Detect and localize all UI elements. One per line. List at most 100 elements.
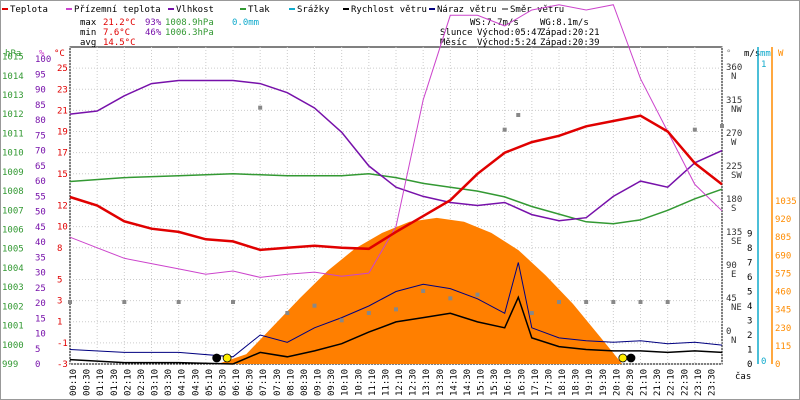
x-tick-label: 19:10 bbox=[585, 369, 595, 396]
humidity-tick: 20 bbox=[35, 299, 46, 309]
humidity-tick: 90 bbox=[35, 86, 46, 96]
humidity-tick: 40 bbox=[35, 238, 46, 248]
legend-label: Srážky bbox=[297, 5, 330, 15]
wind-direction-point bbox=[122, 300, 127, 304]
x-tick-label: 12:10 bbox=[395, 369, 405, 396]
pressure-tick: 1011 bbox=[2, 129, 24, 139]
wind-direction-point bbox=[448, 296, 453, 301]
humidity-tick: 30 bbox=[35, 269, 46, 279]
sunrise-info: Východ:05:47 bbox=[477, 28, 542, 38]
solar-tick: 345 bbox=[775, 306, 791, 316]
wind-direction-point bbox=[258, 105, 263, 110]
x-tick-label: 01:10 bbox=[96, 369, 106, 396]
legend-label: Náraz větru bbox=[437, 5, 497, 15]
solar-tick: 115 bbox=[775, 342, 791, 352]
stats-press: 1006.3hPa bbox=[165, 28, 214, 38]
temperature-tick: 10 bbox=[57, 223, 68, 233]
stats-rain: 0.0mm bbox=[232, 18, 259, 28]
x-tick-label: 20:10 bbox=[612, 369, 622, 396]
x-tick-label: 00:10 bbox=[69, 369, 79, 396]
sunset-marker bbox=[618, 353, 628, 363]
humidity-tick: 0 bbox=[35, 360, 40, 370]
humidity-tick: 10 bbox=[35, 330, 46, 340]
wind-tick: 4 bbox=[747, 302, 752, 312]
solar-tick: 230 bbox=[775, 324, 791, 334]
solar-unit: W bbox=[778, 49, 784, 59]
stats-temp: 7.6°C bbox=[103, 28, 130, 38]
direction-label: N bbox=[731, 72, 736, 82]
x-tick-label: 22:30 bbox=[680, 369, 690, 396]
temperature-tick: 21 bbox=[57, 106, 68, 116]
humidity-tick: 35 bbox=[35, 253, 46, 263]
direction-tick: 135 bbox=[726, 228, 742, 238]
legend-label: Tlak bbox=[248, 5, 270, 15]
x-tick-label: 18:30 bbox=[572, 369, 582, 396]
solar-tick: 1035 bbox=[775, 197, 797, 207]
humidity-tick: 60 bbox=[35, 177, 46, 187]
direction-tick: 180 bbox=[726, 195, 742, 205]
pressure-tick: 999 bbox=[2, 360, 18, 370]
x-tick-label: 15:30 bbox=[490, 369, 500, 396]
stats-temp: 14.5°C bbox=[103, 38, 136, 48]
x-tick-label: 06:30 bbox=[246, 369, 256, 396]
stats-press: 1008.9hPa bbox=[165, 18, 214, 28]
temperature-tick: -1 bbox=[57, 339, 68, 349]
direction-label: SE bbox=[731, 237, 742, 247]
wind-direction-point bbox=[720, 124, 724, 128]
moon-label: Měsíc bbox=[440, 38, 467, 48]
solar-tick: 920 bbox=[775, 215, 791, 225]
wind-direction-point bbox=[68, 300, 72, 304]
x-tick-label: 23:30 bbox=[707, 369, 717, 396]
wind-direction-point bbox=[285, 311, 290, 315]
pressure-tick: 1013 bbox=[2, 91, 24, 101]
stats-hum: 93% bbox=[145, 18, 162, 28]
x-axis-label: čas bbox=[735, 371, 751, 382]
x-tick-label: 05:30 bbox=[218, 369, 228, 396]
x-tick-label: 13:10 bbox=[422, 369, 432, 396]
temperature-tick: 17 bbox=[57, 149, 68, 159]
wind-direction-point bbox=[665, 300, 670, 304]
humidity-tick: 100 bbox=[35, 55, 51, 65]
wind-direction-point bbox=[366, 311, 371, 315]
x-tick-label: 15:10 bbox=[477, 369, 487, 396]
humidity-tick: 55 bbox=[35, 192, 46, 202]
humidity-tick: 85 bbox=[35, 101, 46, 111]
temperature-tick: 8 bbox=[57, 244, 62, 254]
x-tick-label: 07:30 bbox=[273, 369, 283, 396]
legend-label: Rychlost větru bbox=[351, 5, 427, 15]
x-tick-label: 08:30 bbox=[300, 369, 310, 396]
direction-tick: 90 bbox=[726, 261, 737, 271]
direction-label: NE bbox=[731, 303, 742, 313]
series-pressure bbox=[69, 173, 723, 225]
direction-label: NW bbox=[731, 105, 742, 115]
humidity-tick: 70 bbox=[35, 147, 46, 157]
humidity-tick: 65 bbox=[35, 162, 46, 172]
wind-tick: 6 bbox=[747, 273, 752, 283]
wind-direction-point bbox=[312, 303, 317, 308]
pressure-tick: 1004 bbox=[2, 264, 24, 274]
x-tick-label: 10:10 bbox=[341, 369, 351, 396]
solar-tick: 805 bbox=[775, 233, 791, 243]
solar-tick: 0 bbox=[775, 360, 780, 370]
wind-direction-point bbox=[421, 289, 426, 293]
x-tick-label: 21:30 bbox=[653, 369, 663, 396]
pressure-tick: 1006 bbox=[2, 226, 24, 236]
wind-direction-point bbox=[176, 300, 181, 304]
pressure-tick: 1001 bbox=[2, 322, 24, 332]
pressure-tick: 1000 bbox=[2, 341, 24, 351]
x-tick-label: 22:10 bbox=[667, 369, 677, 396]
legend-label: Vlhkost bbox=[176, 5, 214, 15]
direction-tick: 45 bbox=[726, 294, 737, 304]
wind-direction-point bbox=[611, 300, 616, 304]
x-tick-label: 07:10 bbox=[259, 369, 269, 396]
x-tick-label: 21:10 bbox=[640, 369, 650, 396]
humidity-tick: 95 bbox=[35, 70, 46, 80]
legend-label: Přízemní teplota bbox=[74, 5, 161, 15]
direction-tick: 315 bbox=[726, 96, 742, 106]
humidity-tick: 50 bbox=[35, 208, 46, 218]
temperature-tick: -3 bbox=[57, 360, 68, 370]
x-tick-label: 20:30 bbox=[626, 369, 636, 396]
wind-tick: 5 bbox=[747, 288, 752, 298]
series-wind-gust bbox=[69, 262, 723, 358]
